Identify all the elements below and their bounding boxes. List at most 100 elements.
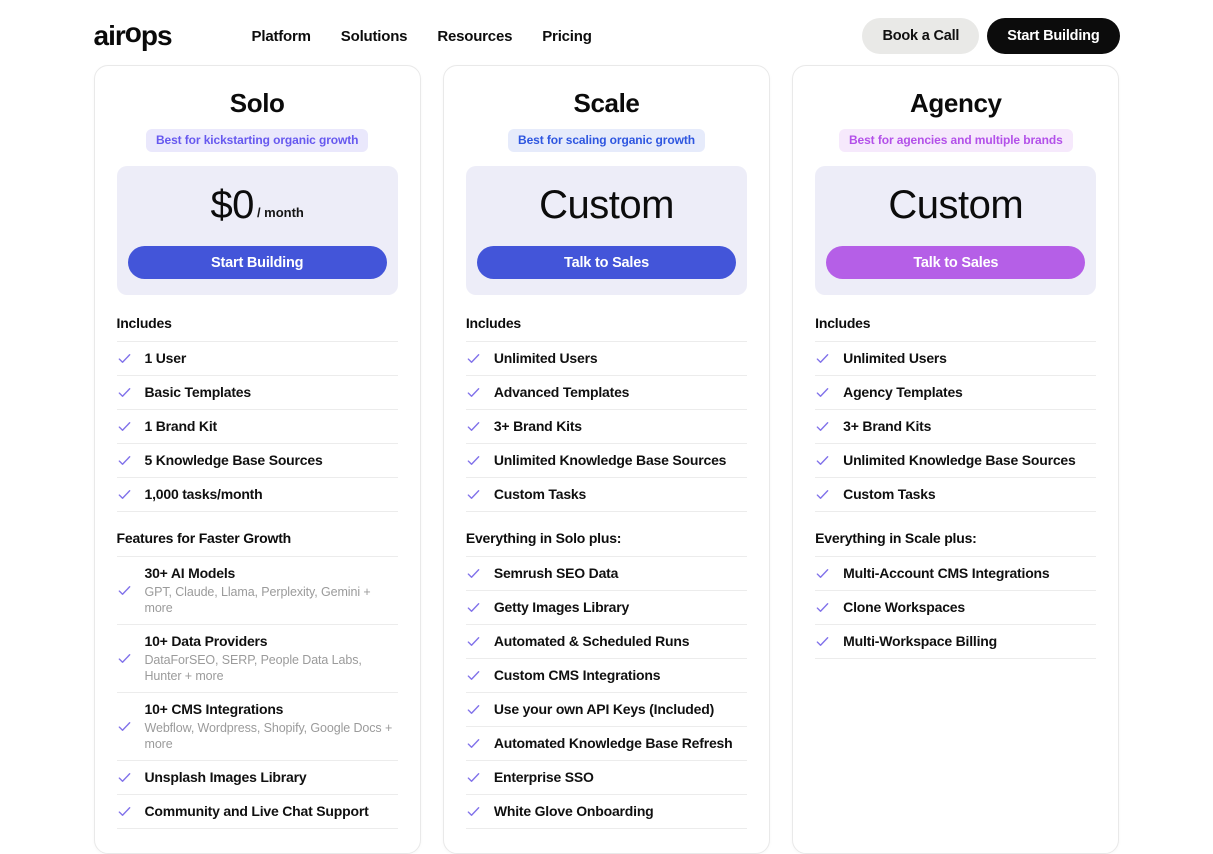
nav-link[interactable]: Resources	[437, 27, 513, 45]
feature-row: Community and Live Chat Support	[116, 795, 398, 829]
check-icon	[466, 385, 481, 400]
feature-section-heading: Features for Faster Growth	[116, 530, 398, 557]
feature-text: 30+ AI Models GPT, Claude, Llama, Perple…	[145, 565, 398, 616]
plan-card: Agency Best for agencies and multiple br…	[792, 65, 1120, 854]
feature-row: Multi-Workspace Billing	[815, 625, 1097, 659]
feature-label: Unlimited Users	[493, 350, 598, 366]
plan-name: Scale	[573, 88, 640, 118]
price-value: Custom	[888, 182, 1024, 227]
feature-text: 3+ Brand Kits	[843, 418, 931, 435]
feature-row: Agency Templates	[815, 376, 1097, 410]
feature-row: 10+ Data Providers DataForSEO, SERP, Peo…	[116, 625, 398, 693]
plan-card: Solo Best for kickstarting organic growt…	[93, 65, 421, 854]
feature-section: Everything in Solo plus: Semrush SEO Dat…	[465, 530, 748, 829]
feature-row: 5 Knowledge Base Sources	[116, 444, 398, 478]
feature-label: 5 Knowledge Base Sources	[144, 452, 323, 468]
feature-text: Custom Tasks	[843, 486, 935, 503]
check-icon	[815, 453, 830, 468]
feature-rows: Multi-Account CMS Integrations Clone Wor…	[815, 557, 1097, 659]
feature-section: Includes Unlimited Users Advanced Templa…	[465, 315, 748, 512]
feature-row: 1 Brand Kit	[116, 410, 398, 444]
feature-row: Basic Templates	[116, 376, 398, 410]
nav-link[interactable]: Solutions	[340, 27, 408, 45]
book-a-call-button[interactable]: Book a Call	[862, 18, 980, 54]
plan-sections: Includes 1 User Basic Templates	[116, 315, 398, 829]
plan-price-box: Custom Talk to Sales	[465, 166, 748, 295]
check-icon	[117, 419, 132, 434]
price-period: / month	[256, 204, 304, 220]
check-icon	[815, 634, 830, 649]
feature-text: 5 Knowledge Base Sources	[145, 452, 323, 469]
feature-row: Enterprise SSO	[465, 761, 748, 795]
plan-sections: Includes Unlimited Users Agency Template…	[815, 315, 1097, 659]
check-icon	[466, 770, 481, 785]
feature-row: 10+ CMS Integrations Webflow, Wordpress,…	[116, 693, 398, 761]
plan-tagline-badge: Best for kickstarting organic growth	[145, 129, 369, 152]
feature-text: Community and Live Chat Support	[145, 803, 369, 820]
feature-row: Custom Tasks	[815, 478, 1097, 512]
check-icon	[466, 736, 481, 751]
check-icon	[466, 804, 481, 819]
feature-text: Getty Images Library	[494, 599, 629, 616]
feature-rows: 1 User Basic Templates 1 Brand Kit	[116, 342, 398, 512]
feature-text: Multi-Workspace Billing	[843, 633, 997, 650]
check-icon	[466, 351, 481, 366]
plan-cta-button[interactable]: Talk to Sales	[476, 246, 737, 279]
feature-row: Custom Tasks	[465, 478, 748, 512]
check-icon	[815, 419, 830, 434]
feature-label: Basic Templates	[144, 384, 252, 400]
plan-cta-button[interactable]: Talk to Sales	[826, 246, 1086, 279]
feature-row: 3+ Brand Kits	[815, 410, 1097, 444]
plan-cta-button[interactable]: Start Building	[127, 246, 387, 279]
feature-text: 10+ Data Providers DataForSEO, SERP, Peo…	[145, 633, 398, 684]
feature-text: Unsplash Images Library	[145, 769, 307, 786]
feature-row: 3+ Brand Kits	[465, 410, 748, 444]
feature-row: Unlimited Knowledge Base Sources	[815, 444, 1097, 478]
feature-label: Unlimited Users	[843, 350, 947, 366]
feature-text: Automated Knowledge Base Refresh	[494, 735, 733, 752]
feature-text: Multi-Account CMS Integrations	[843, 565, 1050, 582]
page-container: airops Platform Solutions Resources Pric…	[93, 0, 1120, 854]
nav-link[interactable]: Platform	[251, 27, 311, 45]
feature-text: Custom Tasks	[494, 486, 586, 503]
feature-row: Unsplash Images Library	[116, 761, 398, 795]
feature-label: 30+ AI Models	[144, 565, 236, 581]
feature-label: Enterprise SSO	[493, 769, 594, 785]
header-actions: Book a Call Start Building	[862, 18, 1120, 54]
plan-tagline-wrap: Best for kickstarting organic growth	[117, 129, 398, 152]
check-icon	[117, 385, 132, 400]
check-icon	[117, 583, 132, 598]
feature-label: Custom CMS Integrations	[493, 667, 661, 683]
feature-row: 1,000 tasks/month	[116, 478, 398, 512]
nav-link[interactable]: Pricing	[542, 27, 592, 45]
airops-logo[interactable]: airops	[93, 17, 173, 51]
plan-price-box: Custom Talk to Sales	[815, 166, 1097, 295]
feature-label: Community and Live Chat Support	[144, 803, 369, 819]
feature-label: Agency Templates	[843, 384, 963, 400]
feature-label: 3+ Brand Kits	[493, 418, 582, 434]
feature-row: Advanced Templates	[465, 376, 748, 410]
feature-text: Advanced Templates	[494, 384, 630, 401]
feature-text: Agency Templates	[843, 384, 963, 401]
feature-label: Automated Knowledge Base Refresh	[493, 735, 733, 751]
feature-row: Clone Workspaces	[815, 591, 1097, 625]
feature-text: Unlimited Knowledge Base Sources	[843, 452, 1076, 469]
plan-tagline-badge: Best for agencies and multiple brands	[838, 129, 1073, 152]
check-icon	[815, 600, 830, 615]
feature-text: 10+ CMS Integrations Webflow, Wordpress,…	[145, 701, 398, 752]
feature-text: Basic Templates	[144, 384, 252, 401]
plan-sections: Includes Unlimited Users Advanced Templa…	[465, 315, 748, 829]
feature-text: White Glove Onboarding	[494, 803, 654, 820]
feature-row: Unlimited Users	[465, 342, 748, 376]
feature-label: Unlimited Knowledge Base Sources	[493, 452, 727, 468]
feature-text: Enterprise SSO	[494, 769, 594, 786]
start-building-button[interactable]: Start Building	[987, 18, 1120, 54]
check-icon	[117, 770, 132, 785]
feature-label: White Glove Onboarding	[493, 803, 654, 819]
feature-text: Semrush SEO Data	[494, 565, 619, 582]
feature-label: Automated & Scheduled Runs	[493, 633, 690, 649]
check-icon	[117, 351, 132, 366]
feature-text: 1,000 tasks/month	[145, 486, 263, 503]
check-icon	[466, 453, 481, 468]
plan-name: Solo	[229, 88, 285, 118]
